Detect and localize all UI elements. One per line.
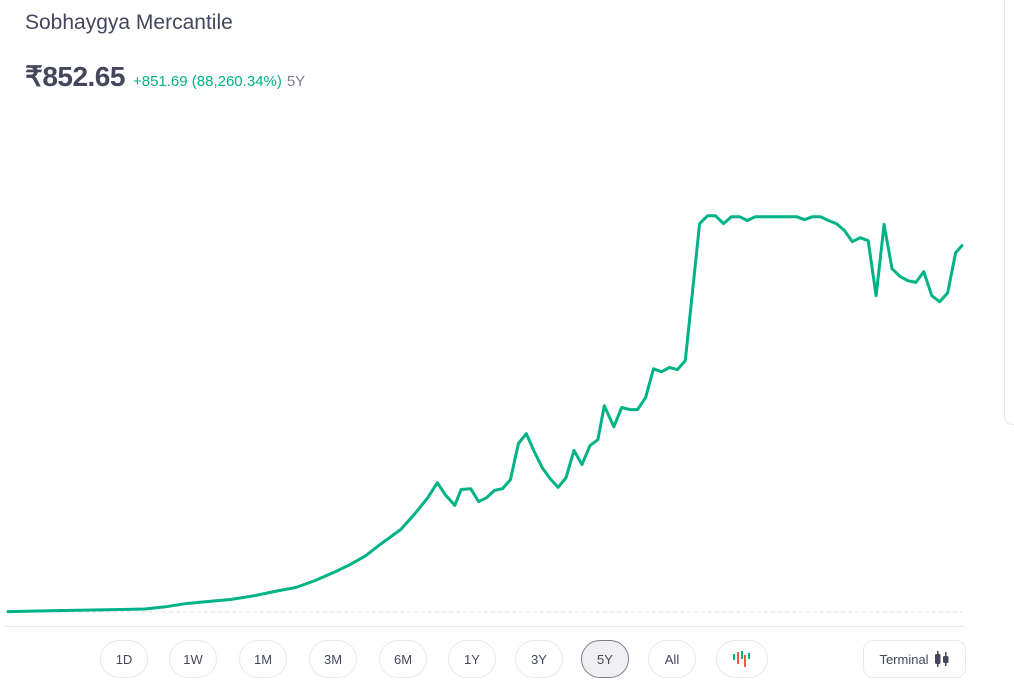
range-button-5y[interactable]: 5Y bbox=[581, 640, 629, 678]
chart-type-toggle-button[interactable] bbox=[716, 640, 768, 678]
range-button-1m[interactable]: 1M bbox=[239, 640, 287, 678]
terminal-label: Terminal bbox=[879, 651, 929, 667]
range-button-1d[interactable]: 1D bbox=[100, 640, 148, 678]
terminal-button[interactable]: Terminal bbox=[863, 640, 966, 678]
change-period: 5Y bbox=[286, 73, 306, 90]
price-row: ₹852.65 +851.69 (88,260.34%) 5Y bbox=[25, 60, 305, 93]
price-chart[interactable] bbox=[0, 0, 1014, 630]
range-button-3y[interactable]: 3Y bbox=[515, 640, 563, 678]
side-panel-edge bbox=[1004, 0, 1014, 425]
candlestick-icon bbox=[934, 651, 949, 667]
divider bbox=[5, 626, 965, 627]
current-price: ₹852.65 bbox=[25, 61, 125, 92]
range-button-3m[interactable]: 3M bbox=[309, 640, 357, 678]
range-button-1w[interactable]: 1W bbox=[169, 640, 217, 678]
range-button-6m[interactable]: 6M bbox=[379, 640, 427, 678]
price-change: +851.69 (88,260.34%) bbox=[132, 73, 282, 90]
candlestick-chart-icon bbox=[733, 651, 750, 667]
range-button-all[interactable]: All bbox=[648, 640, 696, 678]
range-button-1y[interactable]: 1Y bbox=[448, 640, 496, 678]
stock-name: Sobhaygya Mercantile bbox=[25, 11, 233, 34]
price-line bbox=[6, 214, 964, 614]
